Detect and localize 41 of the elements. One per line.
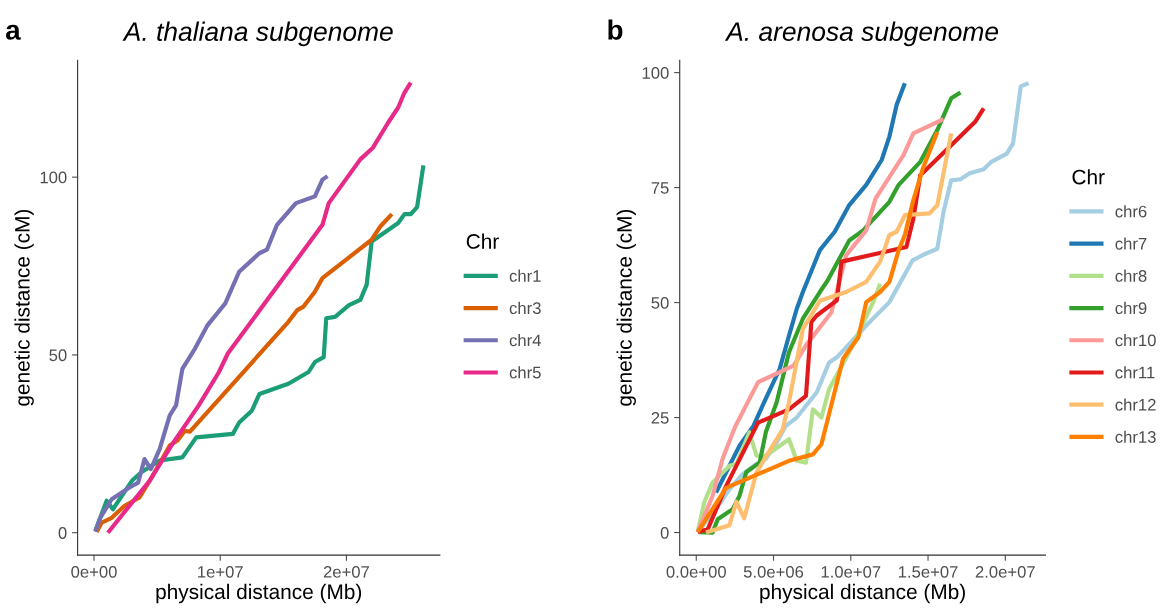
y-tick-label: 100 (642, 67, 669, 79)
x-tick-label: 1e+07 (198, 565, 243, 578)
y-tick-label: 50 (651, 296, 669, 309)
legend-label: chr10 (1115, 334, 1156, 347)
legend-label: chr4 (509, 334, 541, 347)
legend-label: chr5 (509, 366, 541, 379)
chart-title: A. arenosa subgenome (724, 21, 999, 47)
legend-title: Chr (466, 233, 499, 249)
y-tick-label: 100 (40, 171, 67, 184)
line-series (93, 174, 330, 534)
legend-label: chr11 (1115, 366, 1155, 379)
text: a (5, 24, 21, 40)
x-axis-title: physical distance (Mb) (760, 583, 965, 604)
x-tick-label: 1.5e+07 (898, 565, 958, 578)
x-tick-label: 0e+00 (71, 565, 117, 578)
line-series (105, 80, 413, 535)
legend-label: chr7 (1115, 237, 1147, 250)
x-tick-label: 2.0e+07 (975, 565, 1035, 578)
y-axis-title: genetic distance (cM) (14, 209, 34, 406)
legend-title: Chr (1072, 169, 1105, 185)
chart-title: A. thaliana subgenome (122, 21, 393, 47)
legend-label: chr6 (1115, 205, 1147, 218)
legend-label: chr9 (1115, 301, 1147, 315)
legend-label: chr13 (1115, 430, 1156, 443)
x-axis-title: physical distance (Mb) (156, 583, 362, 604)
y-tick-label: 25 (651, 411, 669, 424)
legend-label: chr8 (1115, 269, 1147, 282)
text: b (608, 19, 623, 40)
y-tick-label: 0 (660, 526, 669, 539)
legend-label: chr12 (1115, 398, 1156, 411)
x-tick-label: 5.0e+06 (743, 565, 804, 578)
legend-label: chr3 (509, 301, 541, 315)
x-tick-label: 0.0e+00 (666, 565, 726, 578)
y-axis-title: genetic distance (cM) (616, 209, 636, 406)
x-tick-label: 1.0e+07 (821, 565, 881, 578)
x-tick-label: 2e+07 (323, 565, 369, 578)
y-tick-label: 75 (651, 182, 669, 194)
y-tick-label: 0 (58, 527, 67, 539)
legend-label: chr1 (509, 269, 541, 282)
line-series (713, 81, 907, 495)
y-tick-label: 50 (49, 349, 67, 362)
